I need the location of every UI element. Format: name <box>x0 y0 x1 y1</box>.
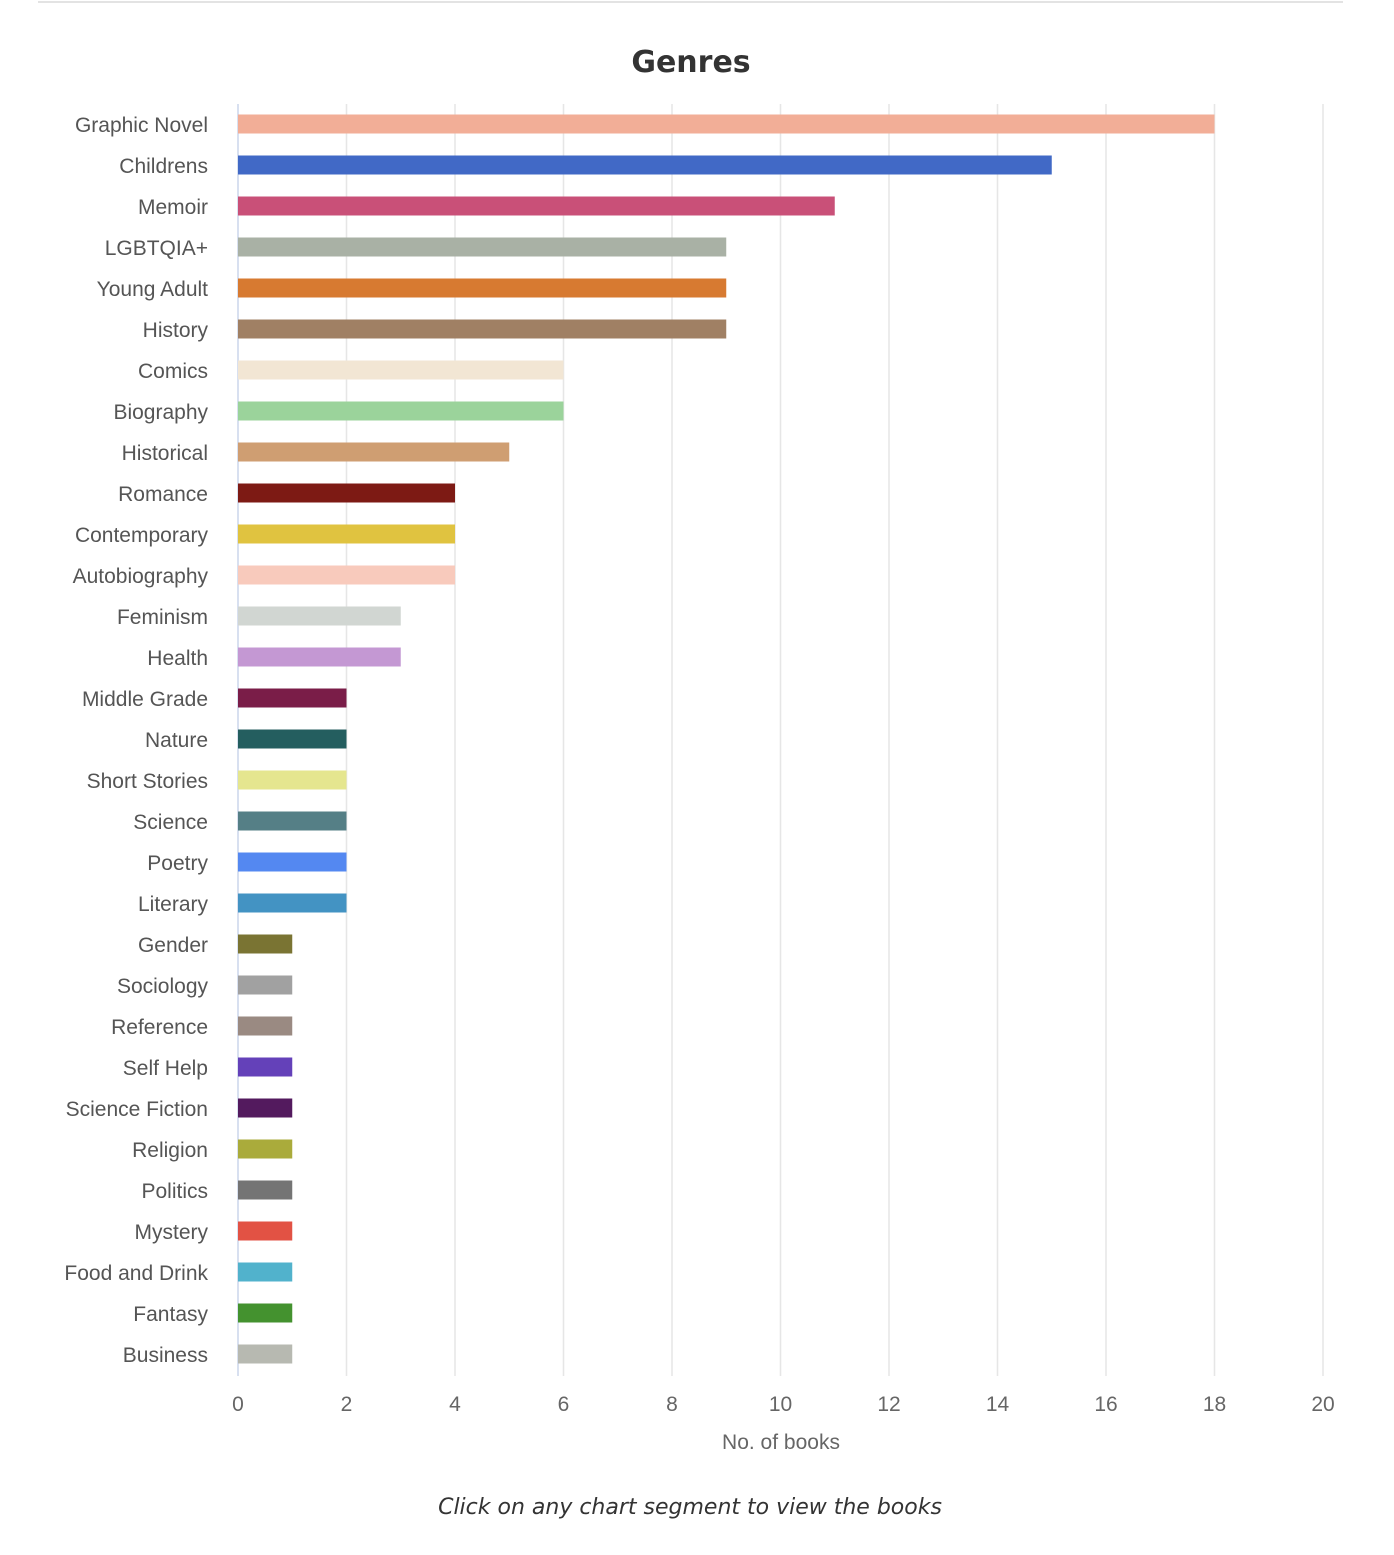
category-label: Science <box>133 811 208 834</box>
bar-poetry[interactable] <box>238 852 347 872</box>
x-axis-tick-labels: 0 2 4 6 8 10 12 14 16 18 20 <box>232 1393 1335 1416</box>
x-tick-label: 16 <box>1094 1393 1117 1416</box>
category-label: LGBTQIA+ <box>105 237 208 260</box>
category-label: Autobiography <box>73 565 209 588</box>
bars <box>238 114 1215 1364</box>
category-label: Science Fiction <box>66 1098 208 1121</box>
category-label: Poetry <box>147 852 208 875</box>
bar-comics[interactable] <box>238 360 564 380</box>
bar-literary[interactable] <box>238 893 347 913</box>
bar-historical[interactable] <box>238 442 510 462</box>
bar-nature[interactable] <box>238 729 347 749</box>
category-label: Literary <box>138 893 209 916</box>
x-tick-label: 20 <box>1311 1393 1334 1416</box>
category-label: Fantasy <box>133 1303 208 1326</box>
bar-childrens[interactable] <box>238 155 1052 175</box>
category-label: Gender <box>138 934 208 957</box>
x-tick-label: 6 <box>558 1393 570 1416</box>
bar-food-and-drink[interactable] <box>238 1262 293 1282</box>
category-label: Business <box>123 1344 208 1367</box>
grid-lines <box>237 104 1324 1376</box>
category-label: Self Help <box>123 1057 208 1080</box>
bar-feminism[interactable] <box>238 606 401 626</box>
bar-health[interactable] <box>238 647 401 667</box>
bar-middle-grade[interactable] <box>238 688 347 708</box>
bar-memoir[interactable] <box>238 196 835 216</box>
x-tick-label: 12 <box>877 1393 900 1416</box>
bar-sociology[interactable] <box>238 975 293 995</box>
x-tick-label: 14 <box>986 1393 1010 1416</box>
bar-religion[interactable] <box>238 1139 293 1159</box>
bar-politics[interactable] <box>238 1180 293 1200</box>
category-label: Biography <box>113 401 208 424</box>
x-tick-label: 18 <box>1203 1393 1226 1416</box>
x-tick-label: 0 <box>232 1393 244 1416</box>
category-label: Romance <box>118 483 208 506</box>
category-label: Young Adult <box>97 278 209 301</box>
bar-science[interactable] <box>238 811 347 831</box>
bar-gender[interactable] <box>238 934 293 954</box>
category-label: Reference <box>111 1016 208 1039</box>
bar-romance[interactable] <box>238 483 455 503</box>
bar-history[interactable] <box>238 319 727 339</box>
bar-graphic-novel[interactable] <box>238 114 1215 134</box>
category-label: Mystery <box>135 1221 209 1244</box>
category-label: Nature <box>145 729 208 752</box>
top-divider <box>38 1 1343 3</box>
category-label: Comics <box>138 360 208 383</box>
category-label: Childrens <box>119 155 208 178</box>
category-label: Historical <box>122 442 208 465</box>
bar-self-help[interactable] <box>238 1057 293 1077</box>
category-label: Memoir <box>138 196 208 219</box>
genres-bar-chart: Genres Graphic Novel Childrens Memoir LGBTQ… <box>64 45 1335 1454</box>
chart-hint-caption: Click on any chart segment to view the b… <box>438 1495 942 1520</box>
bar-contemporary[interactable] <box>238 524 455 544</box>
category-label: Religion <box>132 1139 208 1162</box>
x-tick-label: 8 <box>666 1393 678 1416</box>
category-label: Feminism <box>117 606 208 629</box>
bar-lgbtqia[interactable] <box>238 237 727 257</box>
category-label: Food and Drink <box>64 1262 208 1285</box>
x-axis-title: No. of books <box>722 1431 840 1454</box>
bar-fantasy[interactable] <box>238 1303 293 1323</box>
bar-short-stories[interactable] <box>238 770 347 790</box>
bar-reference[interactable] <box>238 1016 293 1036</box>
bar-business[interactable] <box>238 1344 293 1364</box>
x-tick-label: 4 <box>449 1393 461 1416</box>
chart-title: Genres <box>631 45 750 80</box>
bar-biography[interactable] <box>238 401 564 421</box>
x-tick-label: 2 <box>341 1393 353 1416</box>
category-label: Sociology <box>117 975 209 998</box>
x-tick-label: 10 <box>769 1393 792 1416</box>
category-label: Short Stories <box>87 770 208 793</box>
category-label: History <box>143 319 209 342</box>
bar-autobiography[interactable] <box>238 565 455 585</box>
category-label: Politics <box>141 1180 208 1203</box>
category-label: Middle Grade <box>82 688 208 711</box>
bar-mystery[interactable] <box>238 1221 293 1241</box>
category-labels: Graphic Novel Childrens Memoir LGBTQIA+ Youn… <box>64 114 208 1367</box>
category-label: Graphic Novel <box>75 114 208 137</box>
category-label: Contemporary <box>75 524 209 547</box>
bar-young-adult[interactable] <box>238 278 727 298</box>
bar-science-fiction[interactable] <box>238 1098 293 1118</box>
category-label: Health <box>147 647 208 670</box>
